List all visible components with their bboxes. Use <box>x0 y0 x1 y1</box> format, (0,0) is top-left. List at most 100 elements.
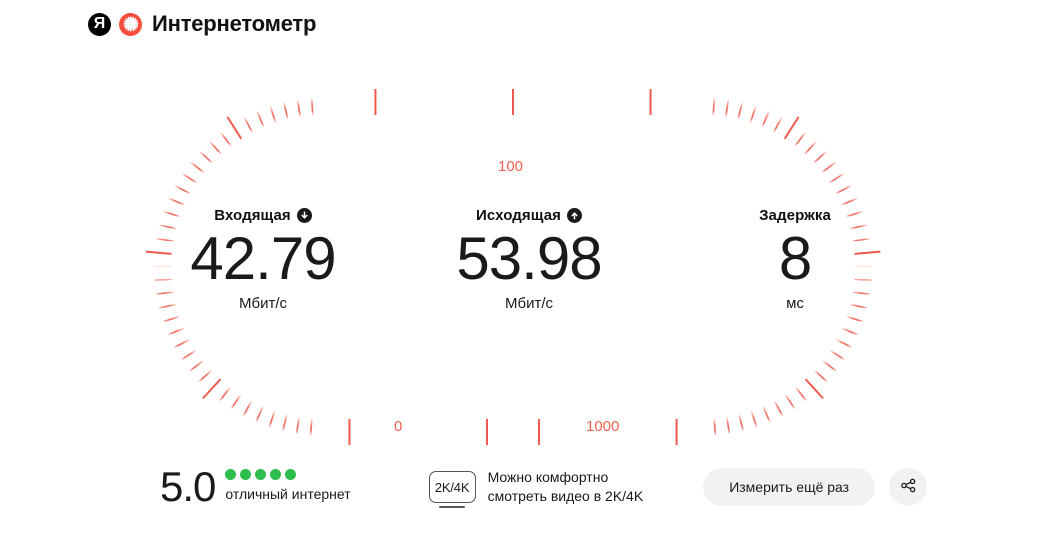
gauge-tick <box>772 117 783 133</box>
gauge-tick <box>295 416 301 435</box>
gauge-tick <box>804 378 824 400</box>
gauge-tick <box>841 197 858 206</box>
gauge-tick <box>190 161 205 174</box>
gauge-label-1000: 1000 <box>586 418 620 435</box>
rating-score: 5.0 <box>160 463 216 510</box>
rating-dots <box>225 469 350 480</box>
asterisk-icon <box>119 12 142 36</box>
metric-download: Входящая 42.79 Мбит/с <box>130 205 396 313</box>
gauge-tick <box>750 410 758 428</box>
video-quality-line1: Можно комфортно <box>487 469 609 485</box>
video-quality-block: 2K/4K Можно комфортно смотреть видео в 2… <box>428 468 644 508</box>
gauge-ticks <box>145 89 881 445</box>
share-button[interactable] <box>889 468 928 506</box>
metric-download-unit: Мбит/с <box>238 295 287 312</box>
gauge-tick <box>219 132 232 147</box>
gauge-tick <box>310 98 314 116</box>
gauge-tick <box>199 150 213 164</box>
metric-upload-title: Исходящая <box>476 206 561 224</box>
arrow-up-icon <box>566 207 582 223</box>
gauge-tick <box>783 116 800 140</box>
gauge-tick <box>230 394 242 410</box>
summary-bar: 5.0 отличный интернет 2K/4K Можно комфор… <box>160 466 928 508</box>
gauge-tick <box>181 172 197 184</box>
gauge-tick <box>846 315 864 323</box>
gauge-tick <box>784 394 796 410</box>
gauge-tick <box>749 106 757 123</box>
header: Я Интернетометр <box>88 11 316 37</box>
gauge-tick <box>309 418 313 436</box>
gauge-tick <box>219 386 231 402</box>
metric-latency-unit: мс <box>786 295 804 312</box>
rating-dot <box>270 469 282 480</box>
metric-upload-head: Исходящая <box>396 205 662 225</box>
gauge-tick <box>852 237 870 243</box>
gauge-tick <box>256 111 265 128</box>
actions: Измерить ещё раз <box>703 468 928 506</box>
metric-latency-value: 8 <box>778 225 812 292</box>
gauge-tick <box>283 102 289 120</box>
remeasure-button[interactable]: Измерить ещё раз <box>703 468 876 506</box>
page-title: Интернетометр <box>152 11 317 36</box>
gauge-tick <box>174 338 190 349</box>
rating-dot <box>225 469 237 480</box>
metric-latency-head: Задержка <box>662 205 928 225</box>
gauge-tick <box>835 184 852 195</box>
speed-gauge: 100 0 1000 <box>78 82 948 452</box>
gauge-tick <box>849 223 867 230</box>
gauge-tick <box>773 400 784 417</box>
gauge-tick <box>738 414 745 432</box>
yandex-logo[interactable]: Я <box>88 12 111 36</box>
gauge-tick <box>159 223 177 230</box>
gauge-tick <box>158 303 176 310</box>
metrics-row: Входящая 42.79 Мбит/с Исходящая 53.98 Мб… <box>130 205 930 313</box>
gauge-label-0: 0 <box>394 418 403 435</box>
gauge-tick <box>242 400 253 417</box>
gauge-tick <box>813 369 828 383</box>
metric-download-value: 42.79 <box>190 225 336 292</box>
rating-dot <box>255 469 267 480</box>
gauge-tick <box>174 184 191 195</box>
metric-latency: Задержка 8 мс <box>662 205 928 313</box>
gauge-tick <box>841 327 859 336</box>
rating-details: отличный интернет <box>225 469 351 502</box>
gauge-tick <box>762 406 771 423</box>
metric-download-head: Входящая <box>130 205 396 225</box>
rating-dot <box>240 469 252 480</box>
gauge-tick <box>156 290 174 296</box>
gauge-tick <box>168 197 185 206</box>
yandex-logo-letter: Я <box>93 15 106 32</box>
gauge-tick <box>836 338 852 349</box>
video-quality-badge: 2K/4K <box>428 471 476 508</box>
gauge-label-100: 100 <box>498 158 524 175</box>
video-quality-text: Можно комфортно смотреть видео в 2K/4K <box>488 468 644 506</box>
gauge-tick <box>296 99 302 117</box>
gauge-tick <box>167 327 185 336</box>
gauge-tick <box>795 386 807 402</box>
gauge-tick <box>156 237 174 243</box>
gauge-tick <box>725 416 731 435</box>
gauge-tick <box>822 359 837 372</box>
gauge-tick <box>712 98 716 116</box>
gauge-tick <box>162 315 180 323</box>
gauge-tick <box>209 140 222 155</box>
metric-upload-value: 53.98 <box>456 225 602 292</box>
metric-upload-unit: Мбит/с <box>504 295 553 312</box>
gauge-tick <box>813 150 827 164</box>
gauge-tick <box>145 250 172 255</box>
gauge-tick <box>737 102 743 120</box>
gauge-tick <box>794 132 807 147</box>
gauge-tick <box>255 406 264 423</box>
gauge-tick <box>154 278 172 282</box>
gauge-tick <box>181 349 197 361</box>
gauge-tick <box>829 172 845 184</box>
gauge-tick <box>761 111 770 128</box>
video-quality-line2: смотреть видео в 2K/4K <box>487 488 644 504</box>
rating-block: 5.0 отличный интернет <box>160 466 351 508</box>
metric-download-title: Входящая <box>214 206 291 224</box>
monitor-stand-icon <box>439 506 466 508</box>
gauge-tick <box>226 116 243 140</box>
gauge-tick <box>854 250 881 255</box>
gauge-tick <box>852 290 870 296</box>
